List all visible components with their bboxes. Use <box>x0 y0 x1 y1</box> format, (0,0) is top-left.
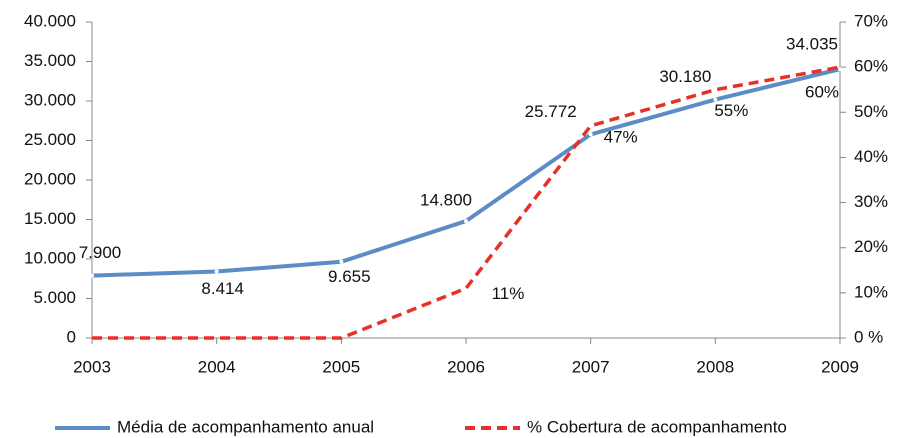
point <box>588 132 593 137</box>
point <box>838 67 842 72</box>
x-tick-label: 2008 <box>696 357 734 376</box>
data-label: 47% <box>604 127 638 146</box>
point <box>464 219 468 224</box>
x-tick-label: 2009 <box>821 357 859 376</box>
x-tick-label: 2004 <box>198 357 236 376</box>
data-label: 9.655 <box>328 267 371 286</box>
legend-label: % Cobertura de acompanhamento <box>527 417 787 436</box>
point <box>713 97 718 102</box>
data-label: 25.772 <box>525 102 577 121</box>
data-label: 60% <box>805 83 839 102</box>
data-label: 14.800 <box>420 191 472 210</box>
data-label: 30.180 <box>659 67 711 86</box>
x-tick-label: 2006 <box>447 357 485 376</box>
point <box>339 259 344 264</box>
y2-tick-label: 30% <box>854 192 888 211</box>
point <box>214 269 219 274</box>
y2-tick-label: 50% <box>854 102 888 121</box>
point <box>90 273 94 278</box>
y-tick-label: 40.000 <box>24 11 76 30</box>
y2-tick-label: 70% <box>854 11 888 30</box>
data-label: 11% <box>492 284 525 303</box>
y-tick-label: 15.000 <box>24 209 76 228</box>
legend-label: Média de acompanhamento anual <box>117 417 374 436</box>
y2-tick-label: 40% <box>854 147 888 166</box>
data-label: 55% <box>714 101 748 120</box>
y-tick-label: 10.000 <box>24 248 76 267</box>
y2-tick-label: 20% <box>854 237 888 256</box>
y-tick-label: 35.000 <box>24 51 76 70</box>
y-tick-label: 5.000 <box>33 288 76 307</box>
y-tick-label: 20.000 <box>24 169 76 188</box>
data-label: 34.035 <box>786 35 838 54</box>
y2-tick-label: 0 % <box>854 327 883 346</box>
y-tick-label: 25.000 <box>24 130 76 149</box>
x-tick-label: 2003 <box>73 357 111 376</box>
data-label: 7.900 <box>79 243 122 262</box>
data-label: 8.414 <box>201 279 244 298</box>
series-line <box>91 67 841 278</box>
y-tick-label: 30.000 <box>24 90 76 109</box>
y2-tick-label: 10% <box>854 282 888 301</box>
y-tick-label: 0 <box>67 327 76 346</box>
x-tick-label: 2007 <box>572 357 610 376</box>
y2-tick-label: 60% <box>854 57 888 76</box>
x-tick-label: 2005 <box>322 357 360 376</box>
